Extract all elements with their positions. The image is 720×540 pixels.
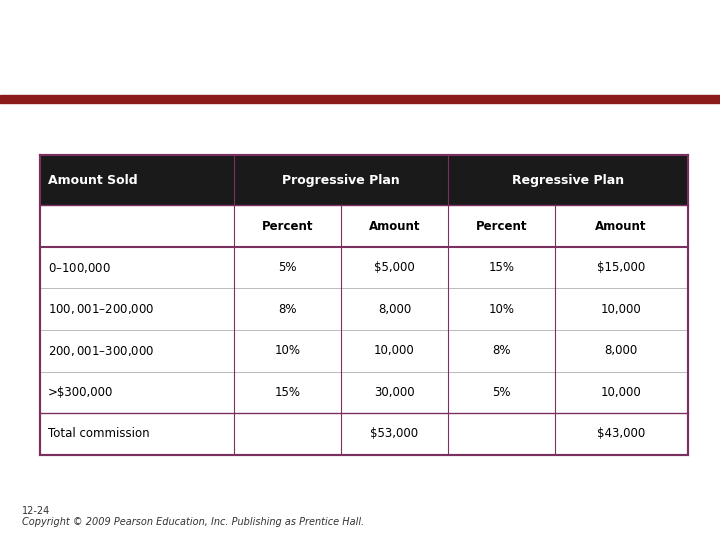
Text: Percent: Percent bbox=[475, 220, 527, 233]
Text: >$300,000: >$300,000 bbox=[48, 386, 114, 399]
Text: 15%: 15% bbox=[488, 261, 514, 274]
Bar bbox=[40, 205, 688, 247]
Text: Progressive Plan: Progressive Plan bbox=[282, 174, 400, 187]
Text: 10,000: 10,000 bbox=[600, 386, 642, 399]
Text: $200,001–$300,000: $200,001–$300,000 bbox=[48, 344, 155, 358]
Text: 15%: 15% bbox=[274, 386, 300, 399]
Text: 8%: 8% bbox=[278, 303, 297, 316]
Text: $43,000: $43,000 bbox=[597, 428, 645, 441]
Text: 30,000: 30,000 bbox=[374, 386, 415, 399]
Text: $5,000: $5,000 bbox=[374, 261, 415, 274]
Text: 10%: 10% bbox=[274, 345, 300, 357]
Text: 8,000: 8,000 bbox=[378, 303, 411, 316]
Text: Percent: Percent bbox=[261, 220, 313, 233]
Text: Progressive vs. Regressive Plans: Progressive vs. Regressive Plans bbox=[18, 31, 585, 60]
Text: Total commission: Total commission bbox=[48, 428, 150, 441]
Bar bbox=[40, 155, 688, 455]
Text: 10,000: 10,000 bbox=[600, 303, 642, 316]
Text: $15,000: $15,000 bbox=[597, 261, 645, 274]
Text: 12-24: 12-24 bbox=[22, 506, 50, 516]
Text: Regressive Plan: Regressive Plan bbox=[512, 174, 624, 187]
Text: Amount Sold: Amount Sold bbox=[48, 174, 138, 187]
Text: 10%: 10% bbox=[488, 303, 514, 316]
Text: $0–$100,000: $0–$100,000 bbox=[48, 261, 112, 275]
Text: 5%: 5% bbox=[278, 261, 297, 274]
Text: 10,000: 10,000 bbox=[374, 345, 415, 357]
Text: 8%: 8% bbox=[492, 345, 510, 357]
Bar bbox=[0, 96, 720, 103]
Text: $53,000: $53,000 bbox=[370, 428, 418, 441]
Text: Amount: Amount bbox=[595, 220, 647, 233]
Text: 5%: 5% bbox=[492, 386, 510, 399]
Text: Copyright © 2009 Pearson Education, Inc. Publishing as Prentice Hall.: Copyright © 2009 Pearson Education, Inc.… bbox=[22, 517, 364, 527]
Text: 8,000: 8,000 bbox=[605, 345, 638, 357]
Text: Amount: Amount bbox=[369, 220, 420, 233]
Bar bbox=[40, 155, 688, 205]
Text: $100,001–$200,000: $100,001–$200,000 bbox=[48, 302, 155, 316]
